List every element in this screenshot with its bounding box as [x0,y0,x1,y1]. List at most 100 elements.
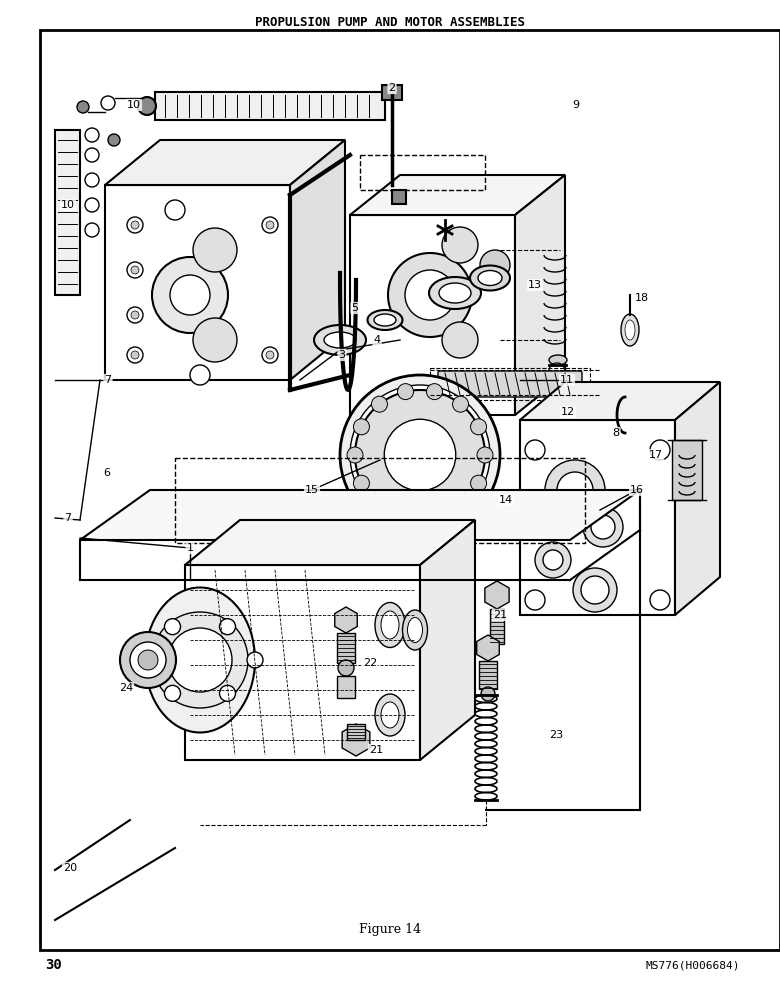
Circle shape [525,440,545,460]
Circle shape [266,221,274,229]
Text: 13: 13 [528,280,542,290]
Polygon shape [515,175,565,415]
Circle shape [350,385,490,525]
Ellipse shape [549,355,567,365]
Circle shape [168,628,232,692]
Polygon shape [420,520,475,760]
Circle shape [138,97,156,115]
Circle shape [165,685,180,701]
Circle shape [388,253,472,337]
Bar [672,440,702,500]
Circle shape [535,542,571,578]
Ellipse shape [470,265,510,290]
Bar [360,155,485,190]
Circle shape [77,101,89,113]
Bar [185,565,420,760]
Circle shape [127,217,143,233]
Ellipse shape [625,320,635,340]
Ellipse shape [478,270,502,286]
Circle shape [355,390,485,520]
Circle shape [247,652,263,668]
Circle shape [442,227,478,263]
Circle shape [85,128,99,142]
Circle shape [262,347,278,363]
Text: 4: 4 [374,335,381,345]
Circle shape [583,507,623,547]
Circle shape [152,257,228,333]
Circle shape [262,217,278,233]
Polygon shape [350,175,565,215]
Circle shape [525,590,545,610]
Text: Figure 14: Figure 14 [359,924,421,936]
Polygon shape [290,140,345,380]
Text: 22: 22 [363,658,377,668]
Circle shape [543,550,563,570]
Text: 5: 5 [352,303,359,313]
Circle shape [85,223,99,237]
Circle shape [138,650,158,670]
Circle shape [152,612,248,708]
Text: 30: 30 [45,958,62,972]
FancyBboxPatch shape [438,371,582,397]
Circle shape [108,134,120,146]
Circle shape [127,307,143,323]
Text: 21: 21 [493,610,507,620]
Circle shape [131,311,139,319]
Circle shape [165,619,180,635]
Bar [490,609,504,644]
Bar [175,458,585,543]
Circle shape [137,652,153,668]
Bar [382,85,402,100]
Ellipse shape [324,332,356,348]
Circle shape [340,375,500,535]
Bar [337,633,355,663]
Text: 10: 10 [127,100,141,110]
Circle shape [549,363,565,379]
Circle shape [573,568,617,612]
Circle shape [131,221,139,229]
Ellipse shape [402,610,427,650]
Circle shape [266,351,274,359]
Bar [350,215,515,415]
Text: 23: 23 [549,730,563,740]
Text: 11: 11 [560,375,574,385]
Text: MS776(H006684): MS776(H006684) [646,960,740,970]
Circle shape [127,347,143,363]
Circle shape [193,318,237,362]
Bar [347,724,365,740]
Polygon shape [80,490,640,540]
Ellipse shape [429,277,481,309]
Circle shape [398,510,413,526]
Circle shape [353,419,370,435]
Circle shape [442,322,478,358]
Bar [55,130,80,295]
Text: 24: 24 [119,683,133,693]
Text: 1: 1 [186,543,193,553]
Text: 20: 20 [63,863,77,873]
Polygon shape [675,382,720,615]
Text: 7: 7 [65,513,72,523]
Ellipse shape [314,325,366,355]
Text: 2: 2 [388,83,395,93]
Circle shape [120,632,176,688]
Circle shape [101,96,115,110]
Circle shape [427,510,442,526]
Ellipse shape [407,617,423,643]
Circle shape [427,384,442,400]
Circle shape [581,576,609,604]
Bar [105,185,290,380]
Circle shape [481,687,495,701]
Ellipse shape [374,314,396,326]
Text: 18: 18 [635,293,649,303]
Circle shape [353,475,370,491]
Circle shape [470,475,487,491]
Circle shape [398,384,413,400]
Circle shape [85,148,99,162]
Text: 21: 21 [369,745,383,755]
Circle shape [165,200,185,220]
Text: 7: 7 [105,375,112,385]
Bar [392,190,406,204]
Circle shape [190,365,210,385]
Ellipse shape [381,611,399,639]
Text: 17: 17 [649,450,663,460]
